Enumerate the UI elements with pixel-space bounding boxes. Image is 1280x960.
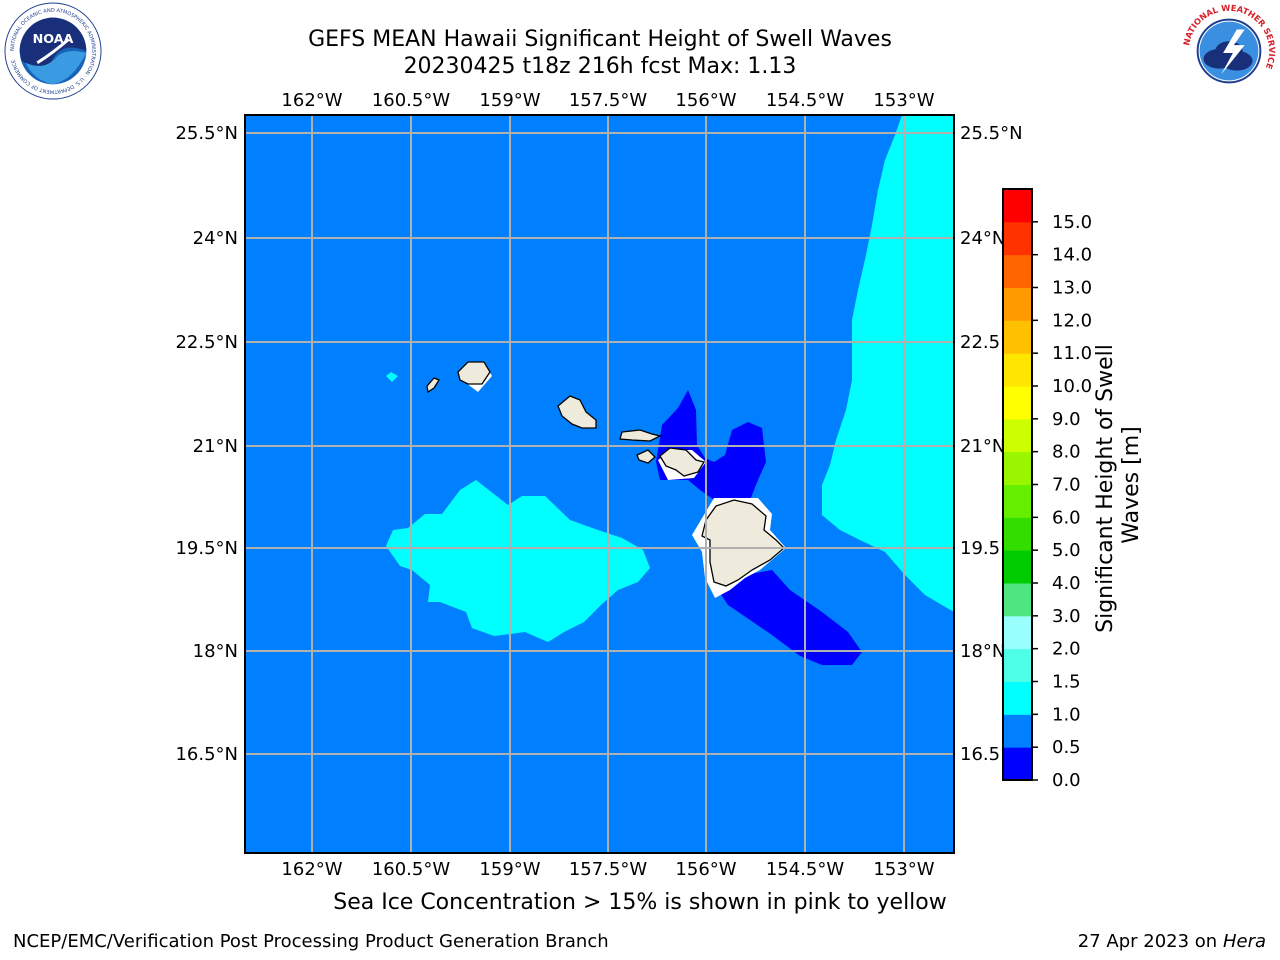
colorbar-tick-label: 14.0 bbox=[1052, 245, 1092, 266]
lat-label-left: 24°N bbox=[193, 228, 238, 249]
lon-label-top: 157.5°W bbox=[569, 90, 648, 111]
colorbar-tick-label: 0.5 bbox=[1052, 737, 1081, 758]
lat-label-left: 25.5°N bbox=[175, 123, 238, 144]
contour-1to1.5m-east bbox=[822, 115, 954, 612]
lat-label-right: 18°N bbox=[960, 641, 1005, 662]
contour-1to1.5m-west bbox=[386, 480, 650, 642]
lon-label-bottom: 160.5°W bbox=[372, 859, 451, 880]
lon-label-top: 153°W bbox=[873, 90, 934, 111]
chart-title: GEFS MEAN Hawaii Significant Height of S… bbox=[308, 27, 892, 52]
island-oahu bbox=[557, 395, 597, 429]
island-lanai bbox=[636, 449, 656, 464]
colorbar: 0.0 0.5 1.0 1.5 2.0 3.0 4.0 5.0 6.0 7.0 8.0 9.0 10.0… bbox=[1002, 188, 1092, 791]
colorbar-label: Significant Height of Swell Waves [m] bbox=[1093, 337, 1144, 633]
island-hawaii bbox=[701, 499, 785, 587]
footer-date: 27 Apr 2023 on Hera bbox=[1078, 931, 1266, 952]
lat-label-right: 21°N bbox=[960, 436, 1005, 457]
contour-1to1.5m-speck bbox=[386, 372, 398, 382]
lon-label-top: 160.5°W bbox=[372, 90, 451, 111]
colorbar-swatch bbox=[1003, 353, 1032, 387]
lon-label-top: 162°W bbox=[281, 90, 342, 111]
colorbar-swatch bbox=[1003, 714, 1032, 748]
colorbar-swatch bbox=[1003, 418, 1032, 453]
colorbar-swatch bbox=[1003, 747, 1032, 781]
colorbar-swatch bbox=[1003, 681, 1032, 715]
colorbar-swatch bbox=[1003, 648, 1032, 682]
lon-label-bottom: 154.5°W bbox=[766, 859, 845, 880]
swell-contours bbox=[386, 115, 954, 665]
colorbar-tick-label: 15.0 bbox=[1052, 212, 1092, 233]
colorbar-tick-label: 5.0 bbox=[1052, 540, 1081, 561]
colorbar-tick-label: 0.0 bbox=[1052, 770, 1081, 791]
lat-label-left: 22.5°N bbox=[175, 332, 238, 353]
colorbar-swatch bbox=[1003, 583, 1032, 617]
colorbar-swatch bbox=[1003, 189, 1032, 223]
colorbar-tick-label: 2.0 bbox=[1052, 639, 1081, 660]
colorbar-tick-label: 3.0 bbox=[1052, 606, 1081, 627]
lon-label-top: 154.5°W bbox=[766, 90, 845, 111]
lat-label-right: 24°N bbox=[960, 228, 1005, 249]
gridlines bbox=[245, 115, 954, 853]
colorbar-swatch bbox=[1003, 386, 1032, 420]
lon-label-bottom: 159°W bbox=[479, 859, 540, 880]
colorbar-tick-label: 12.0 bbox=[1052, 310, 1092, 331]
lon-label-top: 159°W bbox=[479, 90, 540, 111]
colorbar-tick-label: 9.0 bbox=[1052, 409, 1081, 430]
colorbar-swatch bbox=[1003, 287, 1032, 321]
colorbar-swatch bbox=[1003, 221, 1032, 256]
islands bbox=[426, 361, 785, 587]
lat-label-left: 19.5°N bbox=[175, 538, 238, 559]
contour-0to0.5m-south bbox=[718, 570, 862, 665]
colorbar-swatch bbox=[1003, 451, 1032, 485]
lat-label-left: 16.5°N bbox=[175, 744, 238, 765]
colorbar-tick-label: 4.0 bbox=[1052, 573, 1081, 594]
nws-logo: NATIONAL WEATHER SERVICE bbox=[1180, 3, 1277, 100]
colorbar-tick-label: 11.0 bbox=[1052, 343, 1092, 364]
colorbar-swatch bbox=[1003, 484, 1032, 518]
lon-label-bottom: 153°W bbox=[873, 859, 934, 880]
island-kauai bbox=[457, 361, 491, 385]
colorbar-tick-label: 6.0 bbox=[1052, 507, 1081, 528]
colorbar-tick-label: 10.0 bbox=[1052, 376, 1092, 397]
colorbar-tick-label: 7.0 bbox=[1052, 475, 1081, 496]
noaa-logo-text: NOAA bbox=[33, 32, 74, 47]
colorbar-swatch bbox=[1003, 517, 1032, 551]
colorbar-tick-label: 1.0 bbox=[1052, 704, 1081, 725]
colorbar-swatch bbox=[1003, 550, 1032, 584]
chart-subtitle: 20230425 t18z 216h fcst Max: 1.13 bbox=[403, 54, 797, 79]
lat-label-left: 18°N bbox=[193, 641, 238, 662]
colorbar-tick-label: 8.0 bbox=[1052, 442, 1081, 463]
colorbar-tick-label: 13.0 bbox=[1052, 278, 1092, 299]
lat-label-left: 21°N bbox=[193, 436, 238, 457]
lon-label-bottom: 162°W bbox=[281, 859, 342, 880]
footer-host: Hera bbox=[1222, 931, 1266, 952]
footer-credit: NCEP/EMC/Verification Post Processing Pr… bbox=[13, 931, 609, 952]
lon-label-bottom: 157.5°W bbox=[569, 859, 648, 880]
lon-label-bottom: 156°W bbox=[675, 859, 736, 880]
island-maui bbox=[659, 447, 706, 477]
colorbar-swatch bbox=[1003, 320, 1032, 354]
sea-ice-note: Sea Ice Concentration > 15% is shown in … bbox=[333, 890, 947, 915]
colorbar-label-line1: Significant Height of Swell bbox=[1093, 344, 1118, 633]
map-frame bbox=[244, 114, 955, 854]
footer-date-text: 27 Apr 2023 on bbox=[1077, 931, 1223, 952]
colorbar-swatch bbox=[1003, 615, 1032, 650]
noaa-logo: NATIONAL OCEANIC AND ATMOSPHERIC ADMINIS… bbox=[4, 2, 102, 100]
colorbar-tick-label: 1.5 bbox=[1052, 672, 1081, 693]
island-molokai bbox=[619, 429, 662, 442]
lon-label-top: 156°W bbox=[675, 90, 736, 111]
colorbar-swatch bbox=[1003, 254, 1032, 288]
lat-label-right: 25.5°N bbox=[960, 123, 1023, 144]
island-niihau bbox=[426, 377, 440, 394]
colorbar-label-line2: Waves [m] bbox=[1119, 426, 1144, 543]
